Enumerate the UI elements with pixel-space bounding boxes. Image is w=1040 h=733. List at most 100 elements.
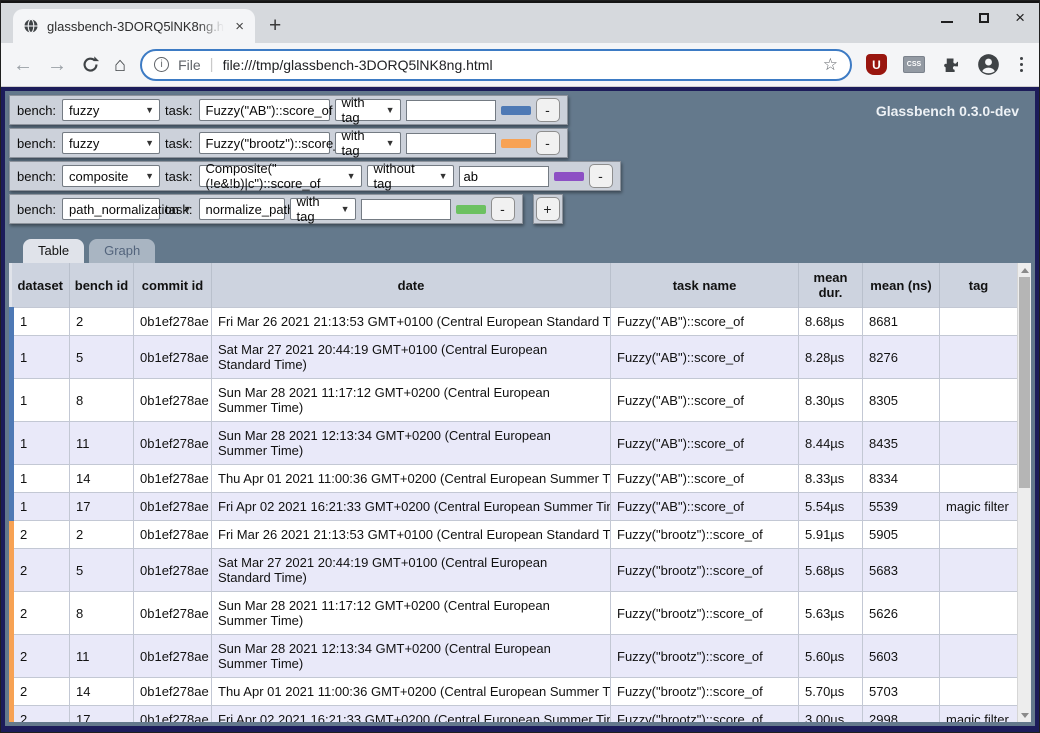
cell-date: Sun Mar 28 2021 12:13:34 GMT+0200 (Centr… xyxy=(211,634,611,678)
tag-mode-select-4[interactable]: with tag ▼ xyxy=(289,194,356,224)
tab-close-icon[interactable]: × xyxy=(235,17,244,35)
cell-mean_dur: 3.00µs xyxy=(798,705,863,722)
browser-toolbar: ← → ⌂ i File | file:///tmp/glassbench-3D… xyxy=(1,43,1039,87)
glassbench-page: Glassbench 0.3.0-dev bench: fuzzy ▼ task:… xyxy=(5,91,1035,726)
maximize-button[interactable] xyxy=(979,13,990,23)
browser-menu-icon[interactable] xyxy=(1016,57,1027,72)
tab-table[interactable]: Table xyxy=(23,239,85,263)
page-info-icon[interactable]: i xyxy=(154,57,170,72)
extensions-puzzle-icon[interactable] xyxy=(941,55,961,75)
home-button[interactable]: ⌂ xyxy=(114,53,127,76)
cell-mean_dur: 8.44µs xyxy=(798,421,863,465)
task-label: task: xyxy=(165,102,193,118)
task-select-1[interactable]: Fuzzy("AB")::score_of▼ xyxy=(198,99,345,121)
scrollbar-down-icon[interactable] xyxy=(1018,708,1031,722)
tag-input-3[interactable] xyxy=(458,165,549,187)
bench-select-1[interactable]: fuzzy ▼ xyxy=(62,99,161,121)
ublock-extension-icon[interactable]: U xyxy=(866,54,887,75)
cell-task: Fuzzy("brootz")::score_of xyxy=(610,705,799,722)
cell-dataset: 1 xyxy=(9,335,70,379)
task-select-2[interactable]: Fuzzy("brootz")::score_of▼ xyxy=(198,132,364,154)
url-text[interactable]: file:///tmp/glassbench-3DORQ5lNK8ng.html xyxy=(222,56,493,73)
browser-tab-strip: glassbench-3DORQ5lNK8ng.html × + × xyxy=(1,1,1039,43)
cell-commit: 0b1ef278ae xyxy=(133,548,212,592)
tag-mode-select-3[interactable]: without tag ▼ xyxy=(366,161,454,191)
minimize-button[interactable] xyxy=(941,21,954,23)
forward-button[interactable]: → xyxy=(47,53,67,76)
table-row: 2 2 0b1ef278ae Fri Mar 26 2021 21:13:53 GMT… xyxy=(9,520,1017,549)
cell-mean_ns: 8276 xyxy=(862,335,940,379)
add-filter-button[interactable]: + xyxy=(535,197,560,221)
filter-bar-1: bench: fuzzy ▼ task: Fuzzy("AB")::score_o… xyxy=(9,95,568,125)
tag-mode-select-2[interactable]: with tag ▼ xyxy=(334,128,401,158)
cell-mean_dur: 8.33µs xyxy=(798,464,863,493)
chevron-down-icon: ▼ xyxy=(385,138,395,148)
extension-icons: U CSS xyxy=(866,53,1027,76)
cell-tag: magic filter xyxy=(939,705,1017,722)
cell-commit: 0b1ef278ae xyxy=(133,705,212,722)
cell-dataset: 1 xyxy=(9,464,70,493)
cell-task: Fuzzy("brootz")::score_of xyxy=(610,677,799,706)
cell-date: Thu Apr 01 2021 11:00:36 GMT+0200 (Centr… xyxy=(211,677,611,706)
table-panel: dataset bench id commit id date task nam… xyxy=(9,263,1031,722)
cell-bench_id: 5 xyxy=(69,335,134,379)
address-bar[interactable]: i File | file:///tmp/glassbench-3DORQ5lN… xyxy=(140,48,852,81)
remove-filter-button-3[interactable]: - xyxy=(588,164,613,188)
new-tab-button[interactable]: + xyxy=(269,14,282,37)
tab-graph[interactable]: Graph xyxy=(89,239,156,263)
cell-bench_id: 8 xyxy=(69,378,134,422)
cell-date: Sun Mar 28 2021 11:17:12 GMT+0200 (Centr… xyxy=(211,378,611,422)
task-select-3[interactable]: Composite("(!e&!b)|c")::score_of ▼ xyxy=(198,161,362,191)
cell-bench_id: 17 xyxy=(69,705,134,722)
cell-dataset: 2 xyxy=(9,548,70,592)
tag-input-1[interactable] xyxy=(405,99,496,121)
cell-mean_dur: 5.91µs xyxy=(798,520,863,549)
table-row: 2 11 0b1ef278ae Sun Mar 28 2021 12:13:34 GM… xyxy=(9,634,1017,678)
reload-button[interactable] xyxy=(81,55,100,74)
tag-input-2[interactable] xyxy=(405,132,496,154)
cell-mean_dur: 8.28µs xyxy=(798,335,863,379)
css-extension-icon[interactable]: CSS xyxy=(903,56,925,73)
cell-dataset: 2 xyxy=(9,705,70,722)
table-row: 1 17 0b1ef278ae Fri Apr 02 2021 16:21:33 GM… xyxy=(9,492,1017,521)
table-row: 2 17 0b1ef278ae Fri Apr 02 2021 16:21:33 GM… xyxy=(9,705,1017,722)
cell-mean_ns: 8435 xyxy=(862,421,940,465)
chevron-down-icon: ▼ xyxy=(340,204,350,214)
window-close-button[interactable]: × xyxy=(1015,8,1025,27)
curve-color-swatch-2 xyxy=(500,138,531,148)
remove-filter-button-1[interactable]: - xyxy=(535,98,560,122)
back-button[interactable]: ← xyxy=(13,53,33,76)
cell-date: Sun Mar 28 2021 11:17:12 GMT+0200 (Centr… xyxy=(211,591,611,635)
bench-select-2[interactable]: fuzzy ▼ xyxy=(62,132,161,154)
tag-mode-select-1[interactable]: with tag ▼ xyxy=(334,95,401,125)
task-select-4[interactable]: normalize_path▼ xyxy=(198,198,307,220)
cell-bench_id: 5 xyxy=(69,548,134,592)
cell-mean_ns: 8334 xyxy=(862,464,940,493)
profile-avatar-icon[interactable] xyxy=(977,53,1000,76)
task-label: task: xyxy=(165,201,193,217)
bookmark-star-icon[interactable]: ☆ xyxy=(822,54,838,74)
scrollbar-thumb[interactable] xyxy=(1019,277,1030,489)
bench-label: bench: xyxy=(17,135,57,151)
remove-filter-button-2[interactable]: - xyxy=(535,131,560,155)
browser-tab[interactable]: glassbench-3DORQ5lNK8ng.html × xyxy=(13,9,255,43)
tag-input-4[interactable] xyxy=(360,198,451,220)
table-scrollbar[interactable] xyxy=(1017,263,1031,722)
cell-tag xyxy=(939,307,1017,336)
table-row: 2 8 0b1ef278ae Sun Mar 28 2021 11:17:12 GMT… xyxy=(9,591,1017,635)
cell-task: Fuzzy("AB")::score_of xyxy=(610,307,799,336)
cell-date: Thu Apr 01 2021 11:00:36 GMT+0200 (Centr… xyxy=(211,464,611,493)
cell-mean_ns: 8305 xyxy=(862,378,940,422)
scrollbar-up-icon[interactable] xyxy=(1018,263,1031,277)
chevron-down-icon: ▼ xyxy=(145,138,155,148)
page-viewport: Glassbench 0.3.0-dev bench: fuzzy ▼ task:… xyxy=(1,87,1039,732)
chevron-down-icon: ▼ xyxy=(182,204,192,214)
results-table-wrap: dataset bench id commit id date task nam… xyxy=(9,263,1017,722)
table-row: 1 8 0b1ef278ae Sun Mar 28 2021 11:17:12 GMT… xyxy=(9,378,1017,422)
cell-mean_ns: 5626 xyxy=(862,591,940,635)
bench-select-3[interactable]: composite ▼ xyxy=(62,165,161,187)
remove-filter-button-4[interactable]: - xyxy=(490,197,515,221)
cell-bench_id: 11 xyxy=(69,421,134,465)
bench-select-4[interactable]: path_normalization ▼ xyxy=(62,198,192,220)
